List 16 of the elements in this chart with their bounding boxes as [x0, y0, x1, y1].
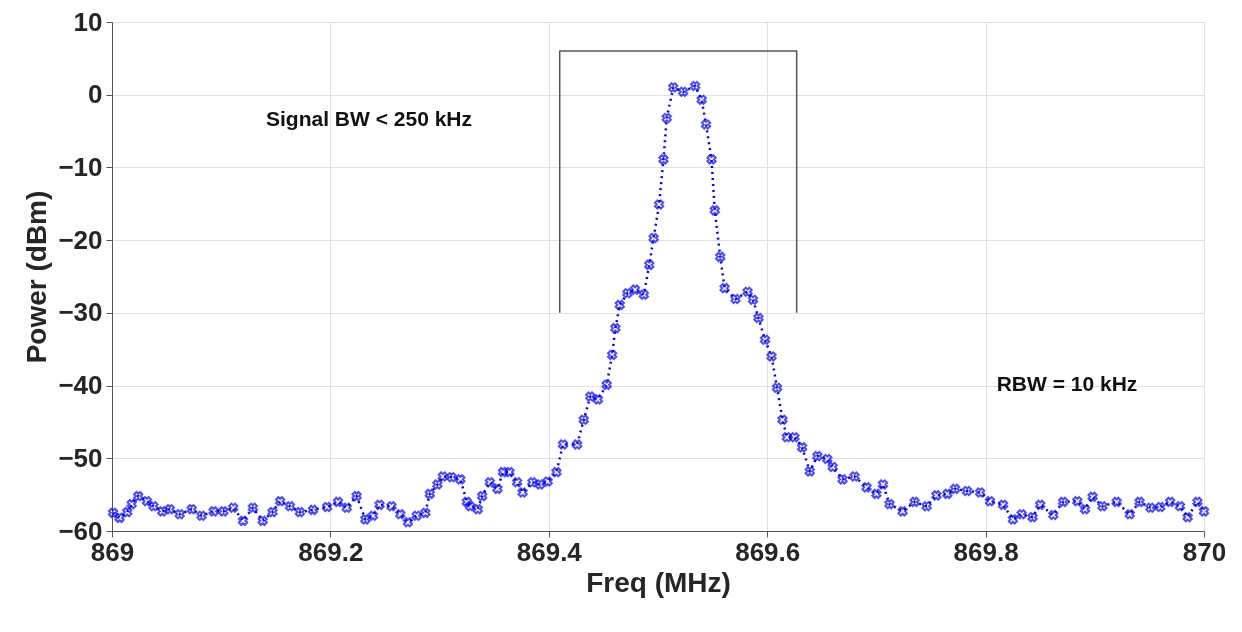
annotation: RBW = 10 kHz: [996, 372, 1138, 395]
x-tick-label: 869.4: [516, 536, 583, 567]
y-tick-label: −10: [58, 151, 103, 182]
x-tick-label: 869.6: [735, 536, 801, 567]
y-tick-label: 10: [73, 6, 103, 37]
x-tick-label: 870: [1182, 536, 1227, 567]
y-tick-label: −50: [58, 442, 103, 473]
y-tick-label: −40: [58, 370, 103, 401]
y-axis-title: Power (dBm): [21, 190, 53, 364]
y-tick-label: −20: [58, 224, 103, 255]
y-tick-label: 0: [88, 79, 103, 110]
x-axis-title: Freq (MHz): [586, 566, 731, 598]
x-tick-label: 869.8: [953, 536, 1019, 567]
x-tick-label: 869.2: [298, 536, 364, 567]
annotation: Signal BW < 250 kHz: [266, 107, 472, 130]
y-tick-label: −30: [58, 297, 103, 328]
